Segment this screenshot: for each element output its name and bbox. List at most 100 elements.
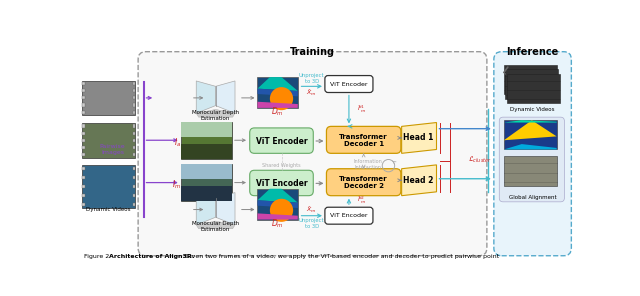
Polygon shape <box>257 89 298 96</box>
Text: Global Alignment: Global Alignment <box>509 195 556 200</box>
Text: Inference: Inference <box>506 47 559 57</box>
Bar <box>132 96 135 99</box>
Bar <box>181 122 232 136</box>
Bar <box>83 89 84 92</box>
FancyBboxPatch shape <box>494 52 572 256</box>
Bar <box>83 203 84 206</box>
Bar <box>507 74 560 103</box>
Text: $\hat{F}_m^2$: $\hat{F}_m^2$ <box>358 195 367 206</box>
Bar <box>132 82 135 85</box>
Text: $I_m$: $I_m$ <box>172 179 180 191</box>
Text: ViT Encoder: ViT Encoder <box>330 213 367 218</box>
Text: Monocular Depth
Estimation: Monocular Depth Estimation <box>192 221 239 232</box>
Polygon shape <box>216 81 235 113</box>
Bar <box>132 89 135 92</box>
Text: Given two frames of a video, we apply the ViT-based encoder and decoder to predi: Given two frames of a video, we apply th… <box>183 254 499 259</box>
Bar <box>132 132 135 135</box>
Text: ViT Encoder: ViT Encoder <box>256 179 307 188</box>
Text: Head 1: Head 1 <box>403 133 434 142</box>
Polygon shape <box>257 213 298 220</box>
FancyBboxPatch shape <box>326 126 401 153</box>
Polygon shape <box>196 81 216 113</box>
Text: Architecture of Align3R.: Architecture of Align3R. <box>109 254 194 259</box>
Bar <box>83 176 84 179</box>
Bar <box>132 185 135 188</box>
FancyBboxPatch shape <box>325 75 373 92</box>
Text: Shared Weights: Shared Weights <box>262 163 301 168</box>
Polygon shape <box>216 193 235 225</box>
Text: Information
Interaction: Information Interaction <box>354 159 383 170</box>
Bar <box>181 144 232 159</box>
Bar <box>83 82 84 85</box>
Polygon shape <box>402 123 436 153</box>
Polygon shape <box>196 110 235 117</box>
Polygon shape <box>504 120 557 140</box>
Polygon shape <box>196 221 235 229</box>
Bar <box>132 203 135 206</box>
Bar <box>83 111 84 114</box>
Circle shape <box>270 199 293 222</box>
Bar <box>132 176 135 179</box>
Text: Dynamic Videos: Dynamic Videos <box>510 107 555 112</box>
Bar <box>504 156 557 186</box>
Text: Unproject
to 3D: Unproject to 3D <box>299 218 324 229</box>
Bar <box>83 139 84 142</box>
Polygon shape <box>257 102 298 108</box>
Text: Dynamic Videos: Dynamic Videos <box>86 207 131 212</box>
Bar <box>132 111 135 114</box>
Polygon shape <box>402 165 436 196</box>
FancyBboxPatch shape <box>325 207 373 224</box>
Bar <box>181 186 232 201</box>
Bar <box>83 104 84 107</box>
Text: $\hat{X}_m$: $\hat{X}_m$ <box>307 204 317 215</box>
Polygon shape <box>257 189 298 202</box>
Bar <box>132 104 135 107</box>
Bar <box>181 122 232 159</box>
Bar <box>83 146 84 149</box>
Text: Transformer
Decoder 2: Transformer Decoder 2 <box>339 176 388 189</box>
Polygon shape <box>196 193 216 225</box>
Bar <box>504 120 557 149</box>
FancyBboxPatch shape <box>138 52 487 256</box>
FancyBboxPatch shape <box>326 169 401 196</box>
Bar <box>83 165 135 207</box>
FancyBboxPatch shape <box>250 170 313 196</box>
Text: Unproject
to 3D: Unproject to 3D <box>299 73 324 84</box>
Bar <box>83 123 135 157</box>
Bar <box>132 167 135 170</box>
Bar <box>257 77 298 108</box>
Text: $\mathcal{L}_{cluster}$: $\mathcal{L}_{cluster}$ <box>467 155 492 165</box>
Text: Pairwise
Images: Pairwise Images <box>100 144 125 155</box>
Bar <box>83 132 84 135</box>
Text: Head 2: Head 2 <box>403 176 434 185</box>
Text: $\hat{X}_m$: $\hat{X}_m$ <box>307 87 317 98</box>
Text: $D_m$: $D_m$ <box>271 217 284 230</box>
Bar <box>504 65 557 94</box>
Text: ViT Encoder: ViT Encoder <box>330 81 367 86</box>
Bar <box>506 69 558 99</box>
FancyBboxPatch shape <box>250 128 313 153</box>
Bar <box>181 164 232 201</box>
Bar <box>181 164 232 179</box>
Text: $I_a$: $I_a$ <box>173 136 180 149</box>
Bar <box>83 167 84 170</box>
Bar <box>132 146 135 149</box>
Polygon shape <box>504 120 557 123</box>
Bar <box>83 96 84 99</box>
Text: $D_m$: $D_m$ <box>271 105 284 118</box>
Bar <box>83 194 84 197</box>
Bar <box>257 189 298 220</box>
Circle shape <box>270 87 293 110</box>
Text: Figure 2: Figure 2 <box>84 254 115 259</box>
Bar <box>83 185 84 188</box>
Bar <box>132 194 135 197</box>
Polygon shape <box>257 200 298 208</box>
FancyBboxPatch shape <box>499 117 564 202</box>
Bar <box>83 81 135 115</box>
Text: Transformer
Decoder 1: Transformer Decoder 1 <box>339 134 388 147</box>
Bar <box>132 153 135 156</box>
Text: ViT Encoder: ViT Encoder <box>256 136 307 146</box>
Bar <box>132 139 135 142</box>
Polygon shape <box>504 144 557 149</box>
Bar <box>132 124 135 128</box>
